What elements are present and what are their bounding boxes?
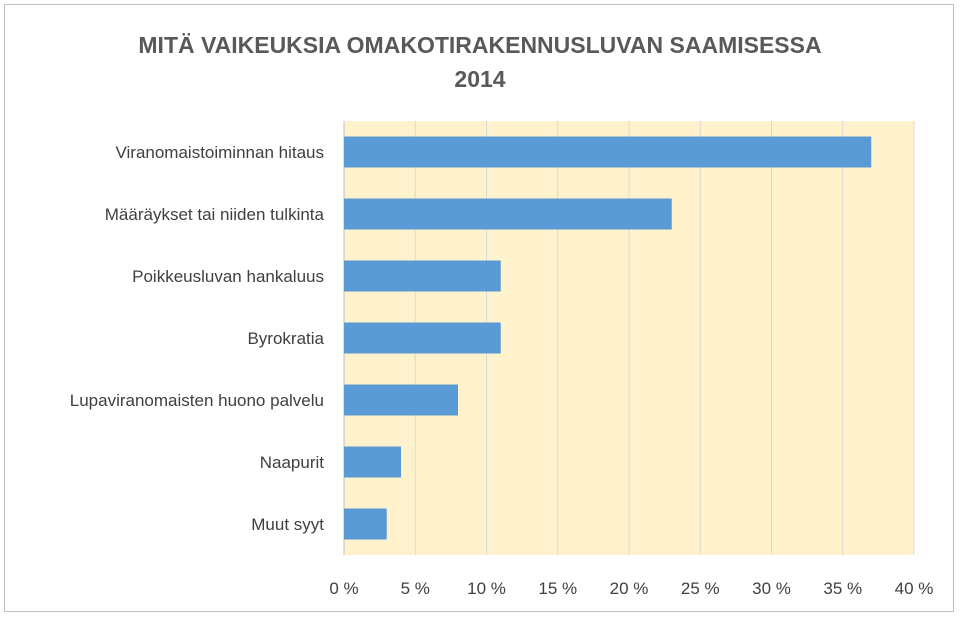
chart-title-block: MITÄ VAIKEUKSIA OMAKOTIRAKENNUSLUVAN SAA… xyxy=(0,28,960,96)
category-label: Viranomaistoiminnan hitaus xyxy=(115,143,324,162)
x-tick-label: 15 % xyxy=(538,579,577,598)
x-tick-label: 10 % xyxy=(467,579,506,598)
x-tick-label: 30 % xyxy=(752,579,791,598)
bar xyxy=(344,508,387,540)
category-label: Byrokratia xyxy=(247,329,324,348)
chart-title: MITÄ VAIKEUKSIA OMAKOTIRAKENNUSLUVAN SAA… xyxy=(138,32,822,58)
x-tick-label: 5 % xyxy=(401,579,430,598)
x-tick-label: 25 % xyxy=(681,579,720,598)
category-label: Naapurit xyxy=(260,453,325,472)
x-tick-label: 20 % xyxy=(610,579,649,598)
x-tick-label: 35 % xyxy=(823,579,862,598)
x-tick-label: 0 % xyxy=(329,579,358,598)
bar xyxy=(344,446,401,478)
chart-subtitle: 2014 xyxy=(454,66,506,92)
bar xyxy=(344,384,458,416)
category-label: Muut syyt xyxy=(251,515,324,534)
category-label: Lupaviranomaisten huono palvelu xyxy=(70,391,324,410)
x-tick-label: 40 % xyxy=(895,579,934,598)
bar xyxy=(344,260,501,292)
category-label: Määräykset tai niiden tulkinta xyxy=(105,205,325,224)
bar xyxy=(344,198,672,230)
bar xyxy=(344,322,501,354)
category-label: Poikkeusluvan hankaluus xyxy=(132,267,324,286)
bar xyxy=(344,136,872,168)
